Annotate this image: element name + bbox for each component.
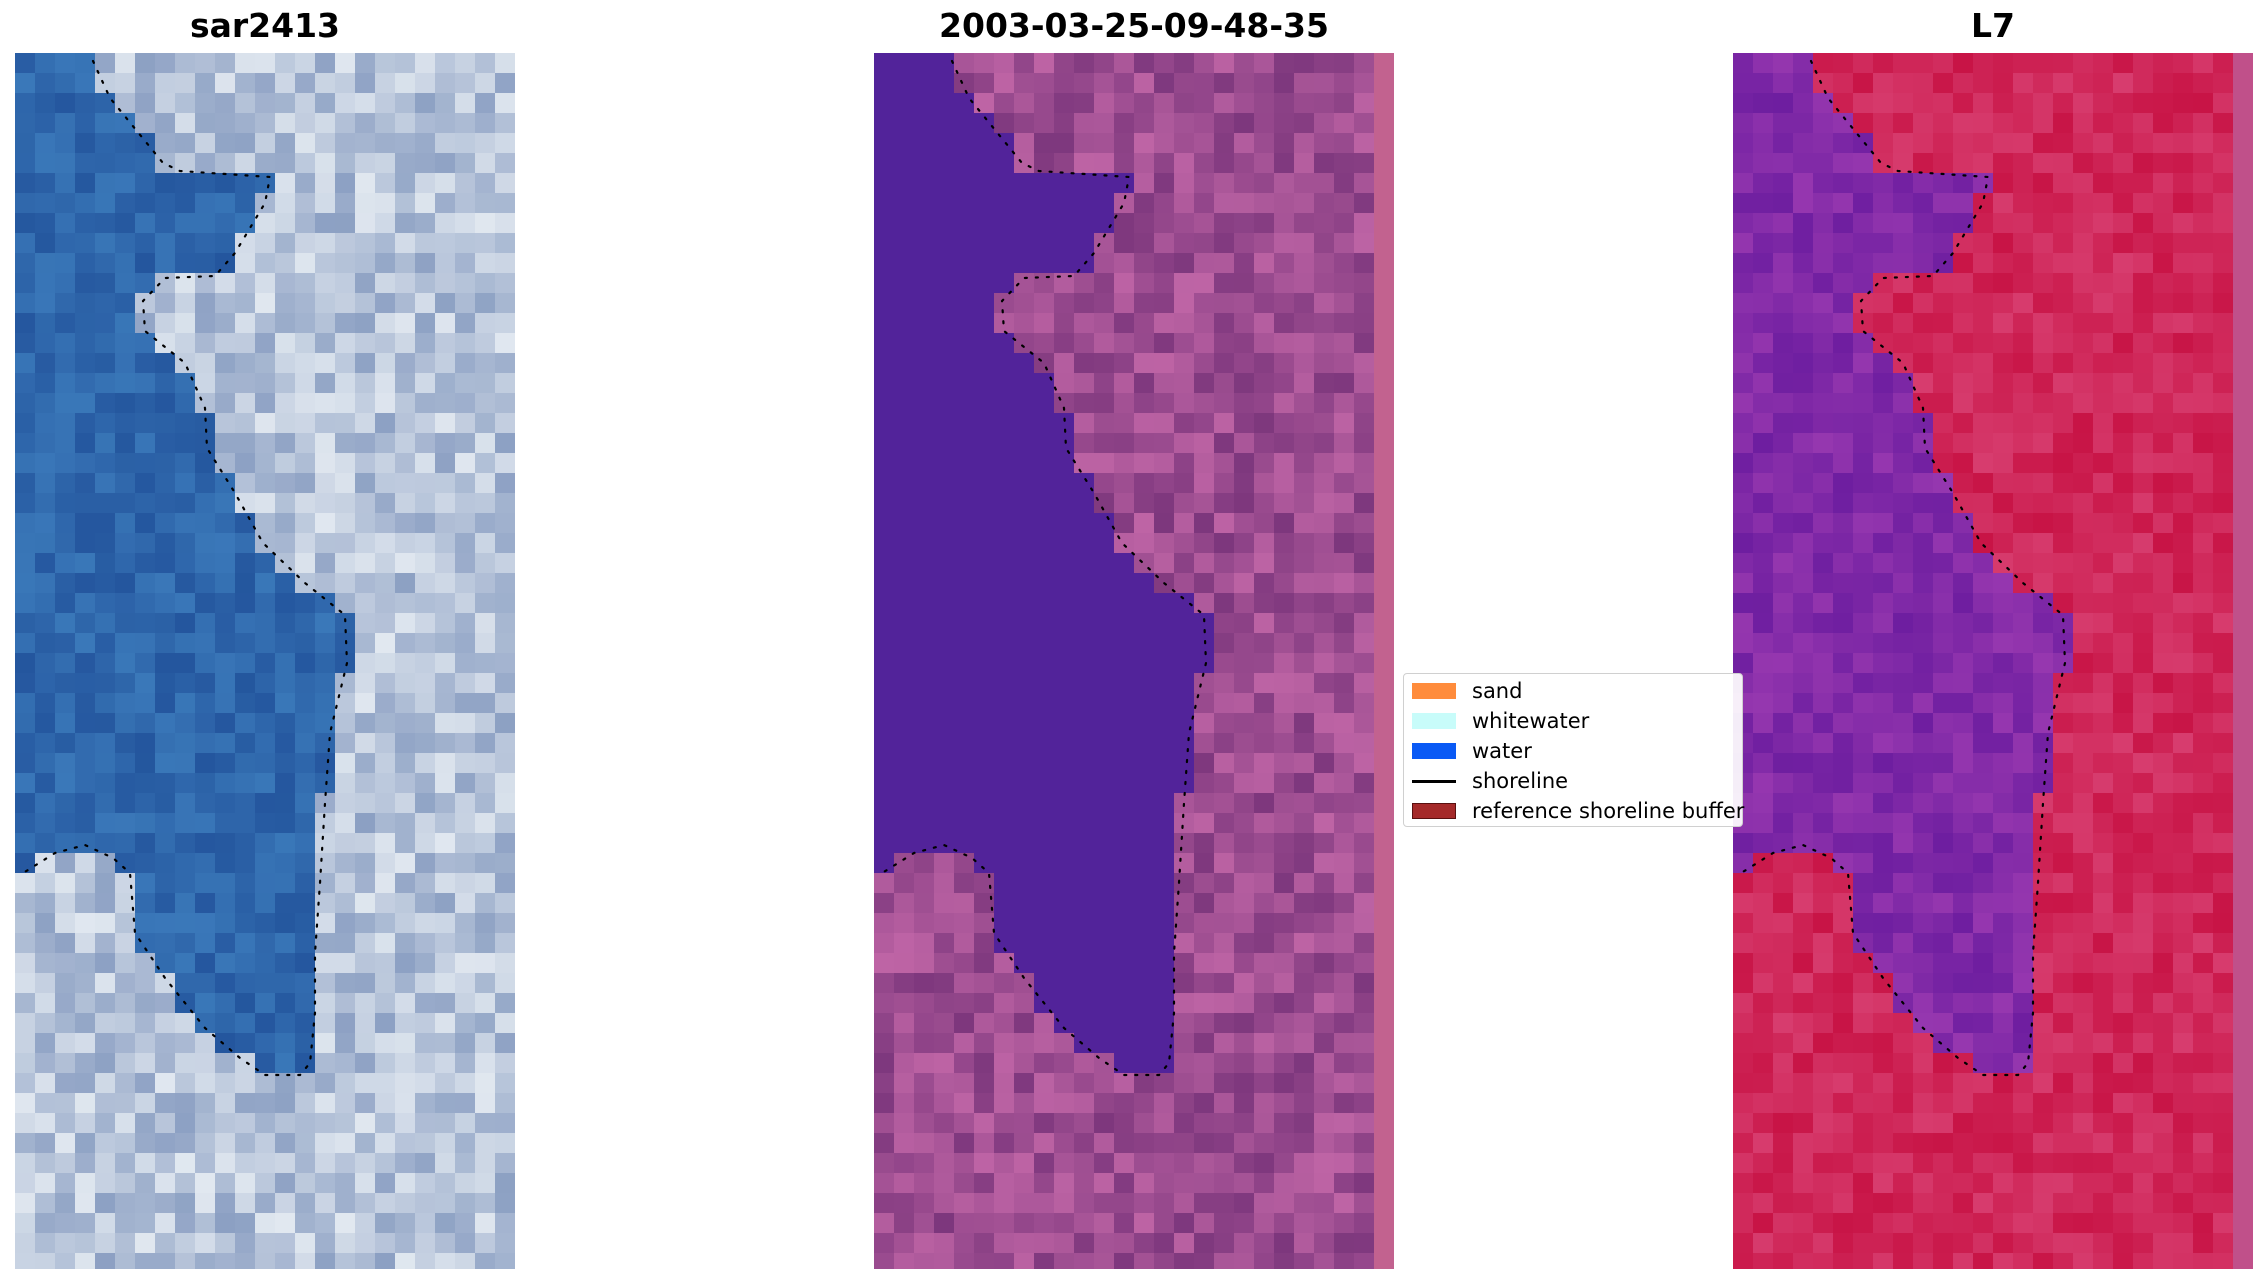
legend-item-sand: sand [1412,677,1522,705]
legend-item-water: water [1412,737,1532,765]
legend-label-sand: sand [1472,679,1523,703]
classified-image-panel [874,53,1394,1269]
panel-title-classified: 2003-03-25-09-48-35 [939,6,1329,45]
legend: sand whitewater water shoreline referenc… [1403,673,1744,827]
legend-label-buffer: reference shoreline buffer [1472,799,1745,823]
mndwi-image [1733,53,2253,1269]
classified-image [874,53,1394,1269]
rgb-image [15,53,515,1269]
shoreline-line [18,59,349,1077]
legend-item-whitewater: whitewater [1412,707,1589,735]
mndwi-image-panel [1733,53,2253,1269]
rgb-image-panel [15,53,515,1269]
panel-title-mndwi: L7 [1971,6,2015,45]
panel-title-rgb: sar2413 [189,6,341,45]
legend-label-whitewater: whitewater [1472,709,1590,733]
legend-item-shoreline: shoreline [1412,767,1568,795]
sand-swatch [1412,683,1456,699]
buffer-swatch [1412,803,1456,819]
legend-label-water: water [1472,739,1532,763]
legend-item-buffer: reference shoreline buffer [1412,797,1744,825]
shoreline-line [877,59,1208,1077]
water-swatch [1412,743,1456,759]
shoreline-line-swatch [1412,779,1456,783]
legend-label-shoreline: shoreline [1472,769,1569,793]
shoreline-line [1736,59,2067,1077]
whitewater-swatch [1412,713,1456,729]
